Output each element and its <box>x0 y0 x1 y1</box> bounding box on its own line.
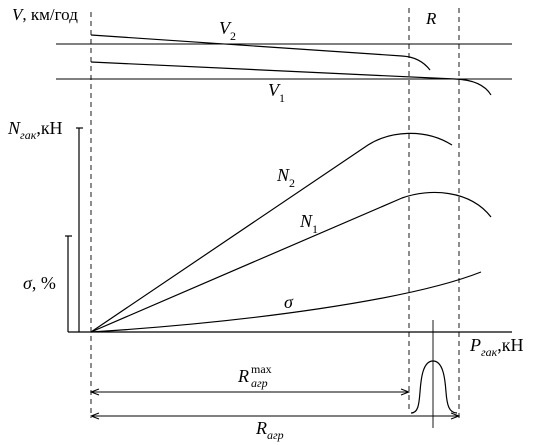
v1-label: V1 <box>268 80 285 105</box>
n-axis-label: Nгак,кН <box>7 118 63 142</box>
r-agr-max-label: R <box>237 366 249 386</box>
v2-label: V2 <box>219 18 236 43</box>
sigma-curve-label: σ <box>284 292 294 312</box>
sigma-axis-label: σ, % <box>23 273 56 293</box>
v2-speed-curve <box>90 34 431 71</box>
r-agr-label: Rагр <box>255 418 284 442</box>
p-axis-label: Pгак,кН <box>469 335 524 359</box>
r-agr-max-sub: агр <box>251 376 268 390</box>
n2-label: N2 <box>276 165 295 190</box>
v1-speed-curve <box>90 61 492 96</box>
load-distribution-curve <box>410 360 458 414</box>
r-top-label: R <box>425 9 437 28</box>
v-axis-label: V, км/год <box>12 5 78 24</box>
r-agr-max-sup: max <box>251 362 272 376</box>
n2-power-curve <box>90 132 453 333</box>
sigma-slip-curve <box>90 271 482 333</box>
n1-label: N1 <box>299 211 318 236</box>
n1-power-curve <box>90 191 492 333</box>
